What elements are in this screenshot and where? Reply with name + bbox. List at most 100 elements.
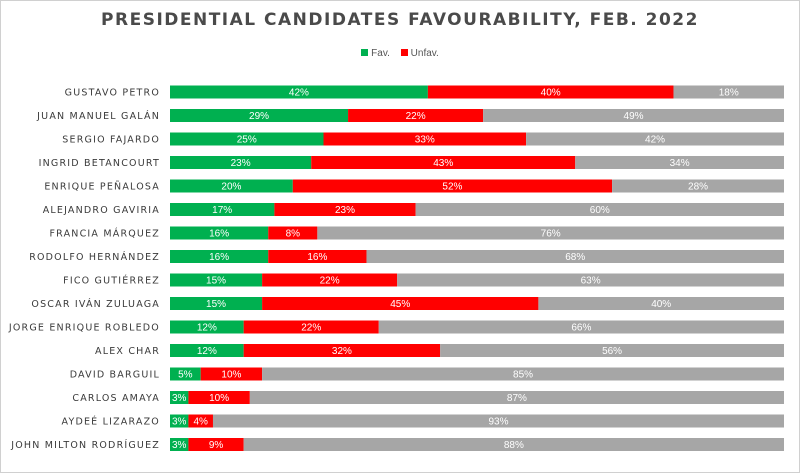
legend-label-unfav: Unfav. bbox=[410, 48, 439, 59]
legend: Fav. Unfav. bbox=[0, 48, 800, 59]
bar-fav-david-barguil bbox=[170, 367, 201, 381]
value-label-fav-enrique-penalosa: 20% bbox=[221, 182, 241, 193]
bar-fav-john-milton-rodriguez bbox=[170, 438, 189, 451]
bar-fav-juan-manuel-galan bbox=[170, 109, 349, 122]
category-label-francia-marquez: FRANCIA MÁRQUEZ bbox=[50, 228, 160, 240]
value-label-fav-alex-char: 12% bbox=[197, 346, 217, 357]
bar-unfav-aydee-lizarazo bbox=[188, 414, 213, 428]
bar-no-opinion-oscar-ivan-zuluaga bbox=[538, 297, 784, 310]
bar-unfav-oscar-ivan-zuluaga bbox=[262, 297, 539, 310]
value-label-fav-rodolfo-hernandez: 16% bbox=[209, 252, 229, 263]
value-label-no-opinion-sergio-fajardo: 42% bbox=[645, 135, 665, 146]
value-label-unfav-david-barguil: 10% bbox=[221, 370, 241, 381]
value-label-no-opinion-gustavo-petro: 18% bbox=[719, 88, 739, 99]
category-label-alejandro-gaviria: ALEJANDRO GAVIRIA bbox=[43, 205, 160, 216]
bar-no-opinion-rodolfo-hernandez bbox=[366, 250, 784, 263]
bar-fav-rodolfo-hernandez bbox=[170, 250, 269, 263]
value-label-fav-carlos-amaya: 3% bbox=[172, 393, 187, 404]
value-label-unfav-alejandro-gaviria: 23% bbox=[335, 205, 355, 216]
value-label-unfav-jorge-enrique-robledo: 22% bbox=[301, 323, 321, 334]
bar-unfav-fico-gutierrez bbox=[262, 273, 398, 287]
category-label-alex-char: ALEX CHAR bbox=[95, 346, 160, 357]
value-label-unfav-ingrid-betancourt: 43% bbox=[433, 158, 453, 169]
value-label-no-opinion-carlos-amaya: 87% bbox=[507, 393, 527, 404]
bar-fav-gustavo-petro bbox=[170, 85, 428, 99]
value-label-unfav-alex-char: 32% bbox=[332, 346, 352, 357]
bar-fav-enrique-penalosa bbox=[170, 179, 293, 193]
value-label-no-opinion-rodolfo-hernandez: 68% bbox=[565, 252, 585, 263]
value-label-unfav-enrique-penalosa: 52% bbox=[442, 182, 462, 193]
bar-unfav-enrique-penalosa bbox=[292, 179, 613, 193]
bar-unfav-alex-char bbox=[243, 344, 441, 357]
value-label-no-opinion-aydee-lizarazo: 93% bbox=[488, 417, 508, 428]
value-label-no-opinion-juan-manuel-galan: 49% bbox=[624, 111, 644, 122]
value-label-fav-sergio-fajardo: 25% bbox=[237, 135, 257, 146]
value-label-unfav-carlos-amaya: 10% bbox=[209, 393, 229, 404]
value-label-fav-gustavo-petro: 42% bbox=[289, 88, 309, 99]
bar-no-opinion-david-barguil bbox=[262, 367, 785, 381]
category-label-oscar-ivan-zuluaga: OSCAR IVÁN ZULUAGA bbox=[31, 298, 160, 310]
bar-no-opinion-john-milton-rodriguez bbox=[243, 438, 784, 451]
bar-no-opinion-aydee-lizarazo bbox=[212, 414, 785, 428]
bar-fav-oscar-ivan-zuluaga bbox=[170, 297, 263, 310]
bar-no-opinion-ingrid-betancourt bbox=[575, 156, 784, 169]
category-label-carlos-amaya: CARLOS AMAYA bbox=[72, 393, 160, 404]
bar-no-opinion-alejandro-gaviria bbox=[415, 203, 784, 216]
value-label-unfav-oscar-ivan-zuluaga: 45% bbox=[390, 299, 410, 310]
bar-fav-fico-gutierrez bbox=[170, 273, 263, 287]
category-label-david-barguil: DAVID BARGUIL bbox=[70, 370, 160, 381]
value-label-unfav-francia-marquez: 8% bbox=[286, 229, 301, 240]
value-label-no-opinion-ingrid-betancourt: 34% bbox=[670, 158, 690, 169]
value-label-fav-fico-gutierrez: 15% bbox=[206, 276, 226, 287]
bar-no-opinion-francia-marquez bbox=[317, 226, 784, 240]
value-label-no-opinion-alejandro-gaviria: 60% bbox=[590, 205, 610, 216]
bar-fav-alex-char bbox=[170, 344, 244, 357]
bar-unfav-carlos-amaya bbox=[188, 391, 250, 404]
value-label-no-opinion-enrique-penalosa: 28% bbox=[688, 182, 708, 193]
bar-no-opinion-carlos-amaya bbox=[249, 391, 784, 404]
bar-unfav-gustavo-petro bbox=[427, 85, 674, 99]
bar-unfav-david-barguil bbox=[200, 367, 263, 381]
value-label-no-opinion-david-barguil: 85% bbox=[513, 370, 533, 381]
value-label-unfav-aydee-lizarazo: 4% bbox=[193, 417, 208, 428]
legend-item-unfav: Unfav. bbox=[400, 48, 439, 59]
value-label-unfav-juan-manuel-galan: 22% bbox=[406, 111, 426, 122]
bar-fav-alejandro-gaviria bbox=[170, 203, 275, 216]
bar-fav-jorge-enrique-robledo bbox=[170, 320, 244, 334]
value-label-fav-juan-manuel-galan: 29% bbox=[249, 111, 269, 122]
bar-no-opinion-gustavo-petro bbox=[673, 85, 784, 99]
value-label-fav-alejandro-gaviria: 17% bbox=[212, 205, 232, 216]
category-label-jorge-enrique-robledo: JORGE ENRIQUE ROBLEDO bbox=[8, 323, 160, 334]
bar-unfav-juan-manuel-galan bbox=[348, 109, 484, 122]
bar-no-opinion-sergio-fajardo bbox=[526, 132, 784, 146]
bar-fav-ingrid-betancourt bbox=[170, 156, 312, 169]
value-label-unfav-rodolfo-hernandez: 16% bbox=[307, 252, 327, 263]
bar-no-opinion-juan-manuel-galan bbox=[483, 109, 784, 122]
category-label-ingrid-betancourt: INGRID BETANCOURT bbox=[39, 158, 160, 169]
bar-unfav-sergio-fajardo bbox=[323, 132, 527, 146]
legend-swatch-unfav bbox=[400, 49, 408, 56]
legend-label-fav: Fav. bbox=[371, 48, 390, 59]
bar-fav-francia-marquez bbox=[170, 226, 269, 240]
value-label-fav-ingrid-betancourt: 23% bbox=[231, 158, 251, 169]
category-label-juan-manuel-galan: JUAN MANUEL GALÁN bbox=[36, 110, 160, 122]
bar-no-opinion-enrique-penalosa bbox=[612, 179, 784, 193]
value-label-unfav-fico-gutierrez: 22% bbox=[320, 276, 340, 287]
bar-unfav-rodolfo-hernandez bbox=[268, 250, 367, 263]
value-label-no-opinion-jorge-enrique-robledo: 66% bbox=[571, 323, 591, 334]
value-label-no-opinion-fico-gutierrez: 63% bbox=[581, 276, 601, 287]
bar-fav-aydee-lizarazo bbox=[170, 414, 189, 428]
value-label-unfav-john-milton-rodriguez: 9% bbox=[209, 440, 224, 451]
value-label-fav-oscar-ivan-zuluaga: 15% bbox=[206, 299, 226, 310]
category-label-fico-gutierrez: FICO GUTIÉRREZ bbox=[63, 275, 160, 287]
legend-item-fav: Fav. bbox=[361, 48, 390, 59]
value-label-fav-jorge-enrique-robledo: 12% bbox=[197, 323, 217, 334]
category-label-gustavo-petro: GUSTAVO PETRO bbox=[65, 88, 160, 99]
bar-unfav-john-milton-rodriguez bbox=[188, 438, 244, 451]
bar-unfav-jorge-enrique-robledo bbox=[243, 320, 379, 334]
chart-title: PRESIDENTIAL CANDIDATES FAVOURABILITY, F… bbox=[101, 10, 699, 30]
value-label-unfav-sergio-fajardo: 33% bbox=[415, 135, 435, 146]
value-label-fav-aydee-lizarazo: 3% bbox=[172, 417, 187, 428]
category-label-aydee-lizarazo: AYDEÉ LIZARAZO bbox=[61, 416, 160, 428]
